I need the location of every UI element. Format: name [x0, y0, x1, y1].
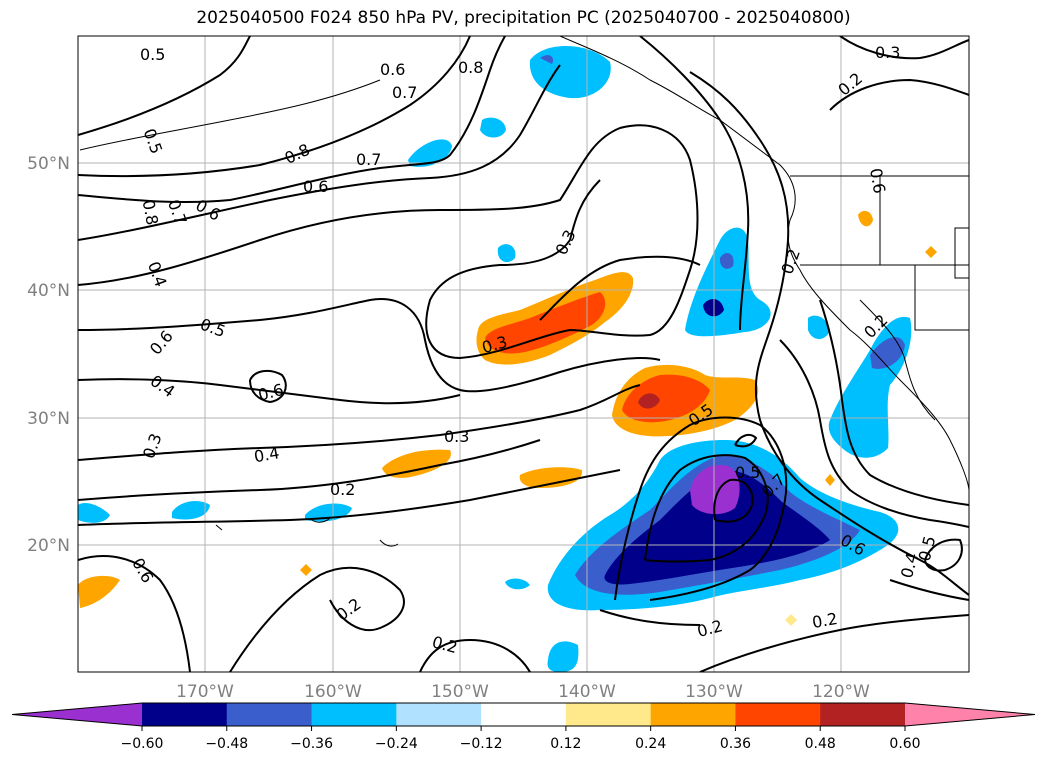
contour-line: [889, 579, 969, 601]
contour-line: [924, 538, 963, 572]
colorbar-segment: [481, 703, 567, 726]
colorbar-segment: [396, 703, 482, 726]
contour-line: [78, 64, 561, 241]
contour-line: [839, 36, 969, 60]
contour-line: [639, 36, 750, 331]
negative-anomaly-area: [480, 117, 506, 138]
contour-label: 0.3: [444, 427, 469, 446]
contour-line: [734, 433, 758, 448]
map-title: 2025040500 F024 850 hPa PV, precipitatio…: [196, 8, 851, 28]
latitude-labels: 50°N 40°N 30°N 20°N: [27, 154, 70, 556]
colorbar-extension-high: [905, 703, 1035, 726]
contour-line: [78, 555, 191, 672]
contour-label: 0.2: [811, 609, 839, 632]
lon-label: 130°W: [685, 682, 743, 702]
contour-line: [78, 378, 461, 405]
colorbar-tick-label: 0.12: [550, 736, 581, 752]
contour-line: [249, 369, 287, 404]
colorbar: −0.60 −0.48 −0.36 −0.24 −0.12 0.12 0.24 0.36 0.4…: [11, 702, 1036, 752]
contour-label: 0.3: [875, 43, 900, 62]
contour-line: [78, 298, 661, 393]
contour-label: 0.7: [392, 83, 417, 102]
colorbar-tick-label: −0.48: [205, 736, 248, 752]
colorbar-segment: [565, 703, 652, 726]
precip-shading: [78, 45, 937, 672]
contour-label: 0.6: [303, 177, 328, 196]
colorbar-tick-label: 0.24: [635, 736, 666, 752]
contour-label: 0.2: [330, 480, 355, 499]
lon-label: 160°W: [304, 682, 362, 702]
contour-line: [419, 638, 531, 672]
lat-label: 40°N: [27, 281, 70, 301]
colorbar-segment: [311, 703, 397, 726]
contour-line: [689, 71, 969, 596]
lon-label: 150°W: [431, 682, 489, 702]
colorbar-tick-label: 0.60: [889, 736, 920, 752]
contour-line: [78, 439, 541, 501]
contour-label: 0.5: [140, 45, 165, 64]
map-frame: [77, 35, 970, 673]
colorbar-segment: [650, 703, 736, 726]
contour-label: 0.6: [866, 167, 889, 195]
contour-line: [779, 339, 969, 528]
colorbar-tick-label: −0.24: [375, 736, 418, 752]
colorbar-tick-label: −0.60: [121, 736, 164, 752]
contour-line: [713, 478, 754, 523]
lat-label: 30°N: [27, 409, 70, 429]
lat-label: 20°N: [27, 536, 70, 556]
lon-label: 120°W: [812, 682, 870, 702]
lon-label: 140°W: [558, 682, 616, 702]
contour-line: [78, 384, 641, 461]
colorbar-tick-label: 0.36: [720, 736, 751, 752]
contour-line: [78, 124, 699, 360]
contour-line: [78, 469, 621, 526]
colorbar-tick-label: −0.36: [290, 736, 333, 752]
contour-line: [699, 614, 969, 672]
contour-line: [644, 454, 769, 563]
colorbar-segment: [820, 703, 906, 726]
pv-contours: [78, 36, 969, 672]
contour-line: [78, 36, 251, 136]
contour-label: 0.8: [458, 58, 483, 77]
colorbar-tick-label: 0.48: [805, 736, 836, 752]
contour-label: 0.7: [356, 150, 381, 169]
contour-line: [539, 255, 701, 321]
contour-line: [78, 36, 471, 178]
contour-label: 0.6: [380, 60, 405, 79]
colorbar-tick-label: −0.12: [460, 736, 503, 752]
colorbar-extension-low: [12, 703, 142, 726]
lon-label: 170°W: [176, 682, 234, 702]
contour-line: [819, 299, 969, 506]
contour-line: [78, 36, 506, 204]
colorbar-segment: [142, 703, 228, 726]
contour-label: 0.5: [735, 463, 760, 482]
contour-line: [229, 566, 405, 672]
contour-label: 0.8: [139, 198, 162, 226]
negative-anomaly-area: [808, 315, 830, 339]
contour-line: [599, 609, 701, 626]
contour-line: [614, 416, 788, 601]
contour-label: 0.4: [252, 443, 280, 466]
colorbar-segment: [226, 703, 313, 726]
lat-label: 50°N: [27, 154, 70, 174]
longitude-labels: 170°W 160°W 150°W 140°W 130°W 120°W: [176, 682, 870, 702]
colorbar-segment: [735, 703, 821, 726]
contour-line: [829, 78, 969, 111]
